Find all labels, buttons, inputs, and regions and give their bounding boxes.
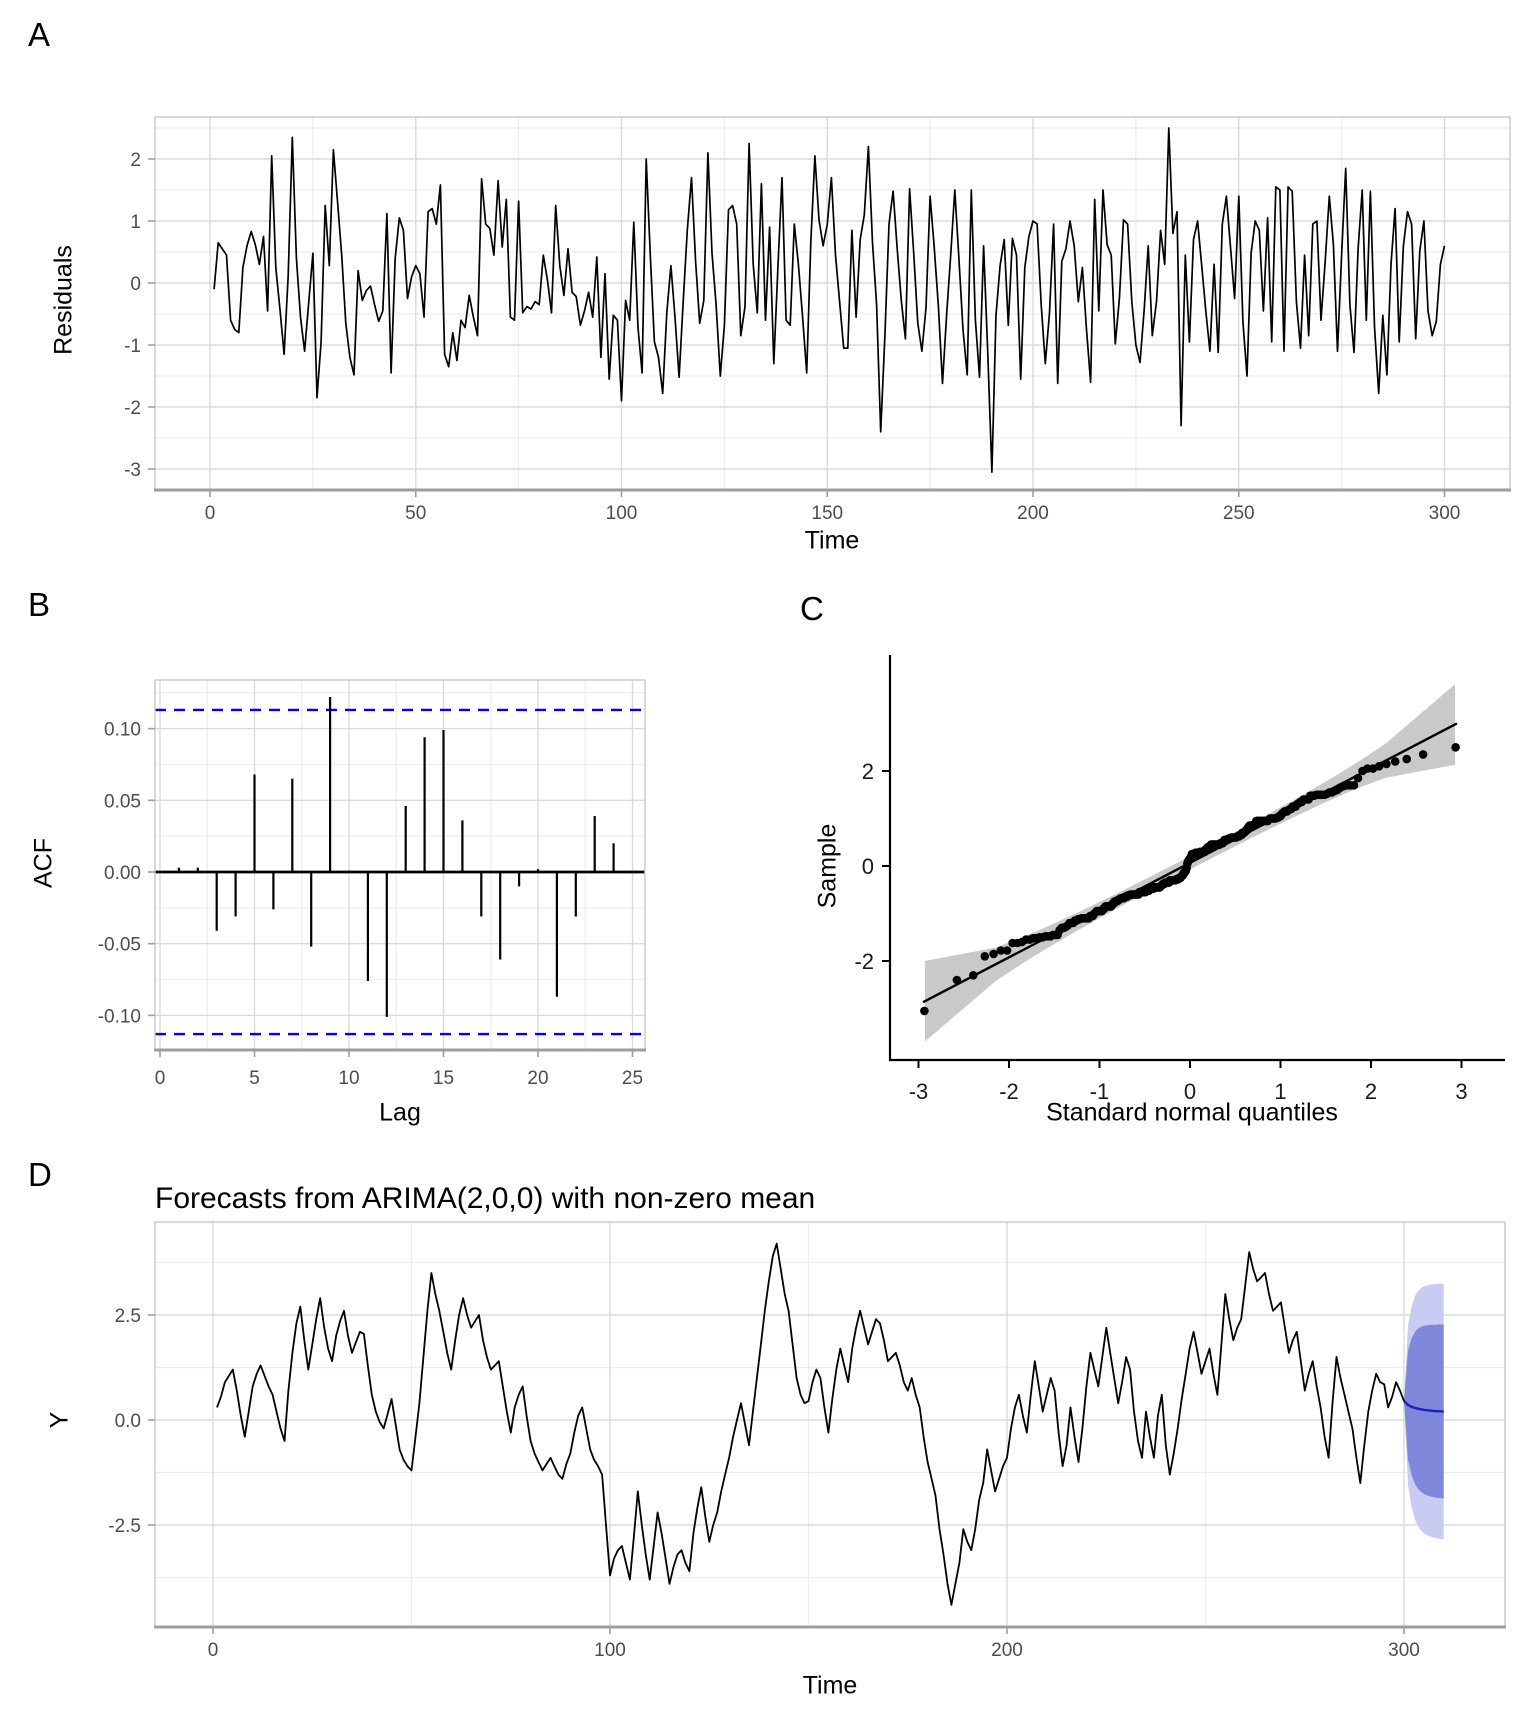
panel-c-x-tick-label: 2 <box>1365 1079 1377 1104</box>
panel-c-x-tick-label: -3 <box>909 1079 929 1104</box>
qq-point <box>1353 773 1363 783</box>
qq-point <box>1451 743 1460 752</box>
panel-b-x-tick-label: 25 <box>622 1068 643 1089</box>
panel-a-x-tick-label: 300 <box>1429 503 1461 524</box>
panel-b-y-title: ACF <box>29 838 58 888</box>
panel-a-x-tick-label: 50 <box>405 503 426 524</box>
panel-c-x-tick-label: 3 <box>1455 1079 1467 1104</box>
panel-d-x-tick-label: 300 <box>1388 1640 1420 1661</box>
qq-point <box>1418 750 1428 759</box>
observed-series-line <box>216 1242 1405 1606</box>
panel-a-x-tick-label: 250 <box>1223 503 1255 524</box>
panel-d-x-tick-label: 100 <box>594 1640 626 1661</box>
panel-b-x-tick-label: 5 <box>249 1068 260 1089</box>
panel-a-y-title: Residuals <box>49 245 78 355</box>
panel-d-y-title: Y <box>45 1411 74 1429</box>
qq-point <box>920 1006 929 1016</box>
qq-point <box>1382 759 1391 769</box>
panel-a-x-tick-label: 0 <box>205 503 216 524</box>
qq-point <box>980 952 990 961</box>
panel-c-x-tick-label: -2 <box>999 1079 1019 1104</box>
qq-point <box>996 946 1006 955</box>
qq-point <box>1002 946 1012 955</box>
residuals-series-line <box>213 127 1446 473</box>
qq-point <box>1402 754 1411 764</box>
panel-b-x-tick-label: 0 <box>155 1068 166 1089</box>
panel-a-x-title: Time <box>804 526 860 555</box>
qq-point <box>952 975 962 985</box>
forecast-80-band <box>1404 1324 1444 1499</box>
panel-c-x-tick-label: 1 <box>1274 1079 1286 1104</box>
panel-d-x-title: Time <box>802 1671 858 1700</box>
panel-b-y-tick-label: 0.10 <box>104 720 141 741</box>
panel-c-x-tick-label: 0 <box>1184 1079 1196 1104</box>
panel-d-x-tick-label: 0 <box>208 1640 219 1661</box>
panel-a-y-tick-label: 1 <box>130 212 141 233</box>
panel-background <box>155 117 1510 490</box>
panel-a-x-tick-label: 200 <box>1017 503 1049 524</box>
qq-point <box>989 949 998 959</box>
panel-d-y-tick-label: 0.0 <box>115 1411 141 1432</box>
panel-a-y-tick-label: -3 <box>124 460 141 481</box>
panel-d-y-tick-label: 2.5 <box>115 1306 141 1327</box>
panel-c-y-tick-label: -2 <box>854 949 874 974</box>
panel-a-letter: A <box>28 16 51 53</box>
panel-a-y-tick-label: -1 <box>124 336 141 357</box>
panel-b-y-tick-label: -0.05 <box>98 935 141 956</box>
qq-point <box>1374 762 1384 771</box>
panel-c-x-title: Standard normal quantiles <box>1046 1098 1338 1127</box>
panel-c-letter: C <box>800 590 824 627</box>
panel-b-x-title: Lag <box>379 1098 421 1127</box>
panel-c-y-tick-label: 0 <box>862 854 874 879</box>
panel-a-x-tick-label: 100 <box>606 503 638 524</box>
forecast-mean-line <box>1403 1400 1444 1413</box>
panel-d-letter: D <box>28 1156 52 1193</box>
panel-d-y-tick-label: -2.5 <box>108 1516 141 1537</box>
panel-b-y-tick-label: -0.10 <box>98 1006 141 1027</box>
panel-a-x-tick-label: 150 <box>811 503 843 524</box>
qq-point <box>969 971 978 980</box>
panel-c-x-tick-label: -1 <box>1090 1079 1110 1104</box>
qq-point <box>1349 781 1359 790</box>
panel-b-x-tick-label: 10 <box>338 1068 359 1089</box>
panel-background <box>155 680 645 1050</box>
panel-b-y-tick-label: 0.00 <box>104 863 141 884</box>
qq-point <box>1390 757 1400 766</box>
panel-d-title: Forecasts from ARIMA(2,0,0) with non-zer… <box>155 1182 816 1215</box>
panel-b-y-tick-label: 0.05 <box>104 791 141 812</box>
panel-c-y-tick-label: 2 <box>862 759 874 784</box>
panel-c-y-title: Sample <box>813 823 842 909</box>
panel-a-y-tick-label: 2 <box>130 150 141 171</box>
panel-a-y-tick-label: -2 <box>124 398 141 419</box>
panel-d-x-tick-label: 200 <box>991 1640 1023 1661</box>
panel-a-y-tick-label: 0 <box>130 274 141 295</box>
panel-b-x-tick-label: 15 <box>433 1068 454 1089</box>
panel-b-x-tick-label: 20 <box>527 1068 548 1089</box>
panel-b-letter: B <box>28 586 51 623</box>
